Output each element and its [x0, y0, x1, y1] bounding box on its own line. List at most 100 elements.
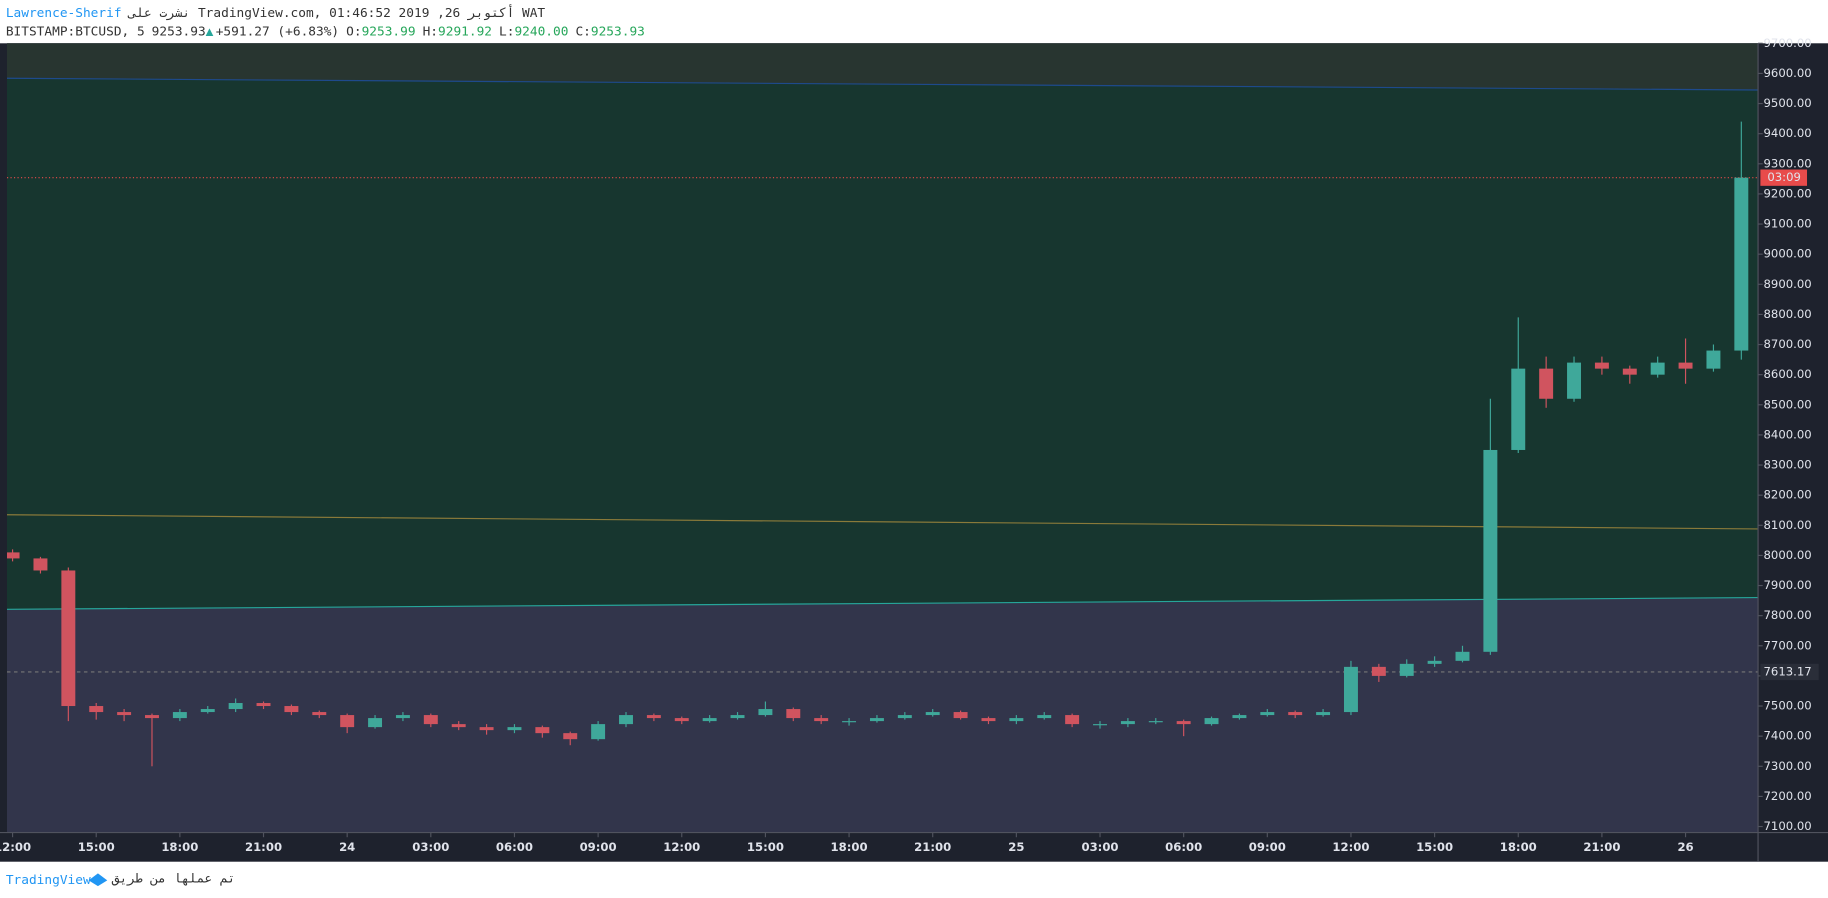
candle-body: [758, 709, 773, 716]
candle-body: [1260, 712, 1275, 716]
candle-body: [33, 558, 48, 571]
footer-brand[interactable]: TradingView: [6, 873, 91, 888]
candle-body: [1148, 721, 1163, 723]
candle-body: [1678, 362, 1693, 369]
y-tick-label: 7900.00: [1764, 578, 1812, 592]
candle-body: [1009, 718, 1024, 722]
trend-line: [6, 77, 1759, 91]
y-tick-label: 7200.00: [1764, 789, 1812, 803]
candle-body: [117, 712, 132, 716]
header-line-2: BITSTAMP:BTCUSD, 5 9253.93▲ +591.27 (+6.83…: [6, 24, 645, 39]
candle-body: [61, 570, 76, 707]
last: 9253.93: [152, 24, 206, 39]
plot-area: [6, 43, 1759, 767]
candle-body: [591, 724, 606, 740]
y-tick-label: 8200.00: [1764, 488, 1812, 502]
candle-body: [479, 727, 494, 731]
y-tick-label: 7800.00: [1764, 608, 1812, 622]
candle-body: [1567, 362, 1581, 399]
trend-line: [6, 514, 1759, 530]
y-tick-label: 8600.00: [1764, 367, 1812, 381]
candle-body: [1622, 368, 1637, 375]
y-tick-label: 9000.00: [1764, 247, 1812, 261]
o-value: 9253.99: [362, 24, 416, 39]
y-tick-label: 8500.00: [1764, 397, 1812, 411]
candle-body: [228, 703, 243, 710]
candle-body: [451, 724, 466, 728]
l-value: 9240.00: [514, 24, 568, 39]
y-tick-label: 8800.00: [1764, 307, 1812, 321]
candle-body: [1594, 362, 1609, 369]
c-value: 9253.93: [591, 24, 645, 39]
trend-line: [6, 597, 1759, 610]
candle-body: [1065, 715, 1080, 725]
candle-body: [1343, 666, 1358, 713]
candle-body: [1455, 651, 1470, 661]
y-tick-label: 9500.00: [1764, 96, 1812, 110]
zone: [6, 43, 1759, 90]
candle-body: [786, 709, 801, 719]
x-tick-label: 25: [1008, 840, 1024, 854]
y-tick-label: 8000.00: [1764, 548, 1812, 562]
candle-body: [256, 703, 271, 707]
y-tick-label: 8100.00: [1764, 518, 1812, 532]
l-label: L:: [499, 24, 514, 39]
candle-body: [925, 712, 940, 716]
candle-body: [814, 718, 829, 722]
y-tick-label: 9400.00: [1764, 126, 1812, 140]
y-tick-label: 9100.00: [1764, 217, 1812, 231]
x-tick-label: 06:00: [496, 840, 533, 854]
candle-body: [1483, 449, 1498, 652]
candle-body: [1650, 362, 1665, 375]
x-tick-label: 18:00: [831, 840, 868, 854]
y-tick-label: 8400.00: [1764, 427, 1812, 441]
candle-body: [842, 721, 857, 723]
o-label: O:: [346, 24, 361, 39]
y-tick-label: 9700.00: [1764, 36, 1812, 50]
candle-body: [1427, 660, 1442, 664]
candle-body: [1316, 712, 1331, 716]
change: +591.27 (+6.83%): [216, 24, 339, 39]
reference-price-label: 7613.17: [1764, 664, 1812, 678]
candle-body: [312, 712, 327, 716]
candle-body: [6, 552, 20, 559]
candle-body: [674, 718, 689, 722]
x-tick-label: 15:00: [747, 840, 784, 854]
candle-body: [145, 715, 159, 719]
x-tick-label: 18:00: [161, 840, 198, 854]
arrow: ▲: [206, 24, 214, 39]
x-tick-label: 09:00: [580, 840, 617, 854]
x-tick-label: 18:00: [1500, 840, 1537, 854]
x-tick-label: 09:00: [1249, 840, 1286, 854]
candle-body: [1706, 350, 1721, 369]
y-tick-label: 8700.00: [1764, 337, 1812, 351]
author[interactable]: Lawrence-Sherif: [6, 5, 122, 20]
y-tick-label: 9600.00: [1764, 66, 1812, 80]
candle-body: [1037, 715, 1052, 719]
candle-body: [535, 727, 550, 734]
logo: [88, 873, 108, 887]
x-tick-label: 15:00: [78, 840, 115, 854]
published: نشرت على TradingView.com, أكتوبر 26, 201…: [128, 3, 546, 20]
candle-body: [284, 706, 299, 713]
y-tick-label: 7700.00: [1764, 638, 1812, 652]
candle-body: [172, 712, 187, 719]
x-tick-label: 24: [339, 840, 355, 854]
c-label: C:: [575, 24, 590, 39]
zone: [6, 43, 1759, 610]
last-price-label: 03:09: [1767, 170, 1801, 184]
header-line-1: Lawrence-Sherif نشرت على TradingView.com,…: [6, 3, 546, 20]
candle-body: [730, 715, 745, 719]
candle-body: [953, 712, 968, 719]
y-tick-label: 7100.00: [1764, 819, 1812, 833]
candle-body: [1176, 721, 1191, 725]
candle-body: [1539, 368, 1554, 399]
last-price-box: [1760, 169, 1808, 186]
candle-body: [423, 715, 438, 725]
candle-body: [368, 718, 383, 728]
x-tick-label: 12:00: [663, 840, 700, 854]
x-tick-label: 21:00: [245, 840, 282, 854]
h-value: 9291.92: [438, 24, 492, 39]
candle-body: [702, 718, 717, 722]
reference-price-box: [1760, 663, 1819, 681]
